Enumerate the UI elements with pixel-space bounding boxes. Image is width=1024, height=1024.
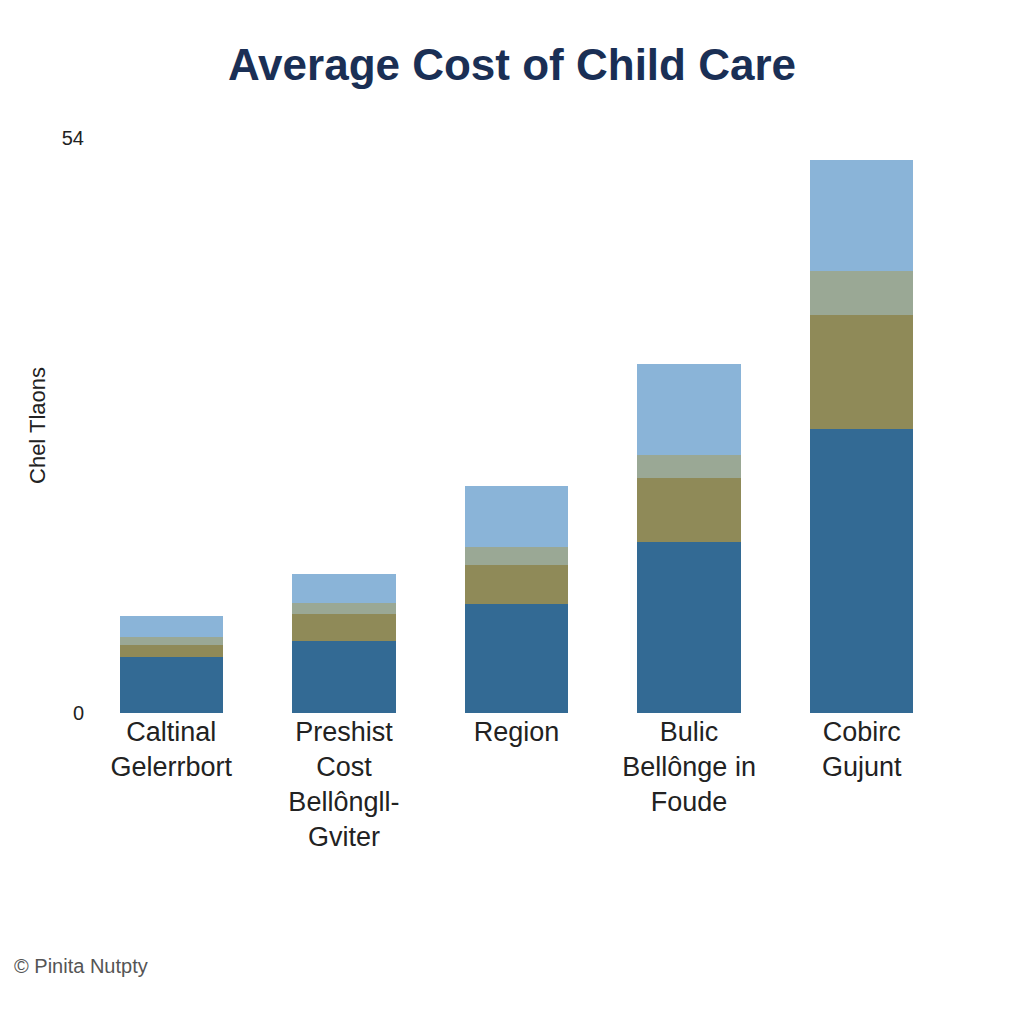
svg-text:BulicBellônge inFoude: BulicBellônge inFoude: [622, 717, 756, 817]
svg-text:0: 0: [73, 702, 84, 724]
svg-text:Region: Region: [474, 717, 560, 747]
svg-text:CaltinalGelerrbort: CaltinalGelerrbort: [111, 717, 233, 782]
svg-text:Average Cost of Child Care: Average Cost of Child Care: [228, 40, 796, 89]
svg-text:CobircGujunt: CobircGujunt: [822, 717, 902, 782]
svg-text:Chel Tlaons: Chel Tlaons: [25, 367, 50, 484]
svg-text:© Pinita Nutpty: © Pinita Nutpty: [14, 955, 148, 977]
svg-text:54: 54: [62, 127, 84, 149]
svg-text:PreshistCostBellôngll-Gviter: PreshistCostBellôngll-Gviter: [288, 717, 399, 852]
